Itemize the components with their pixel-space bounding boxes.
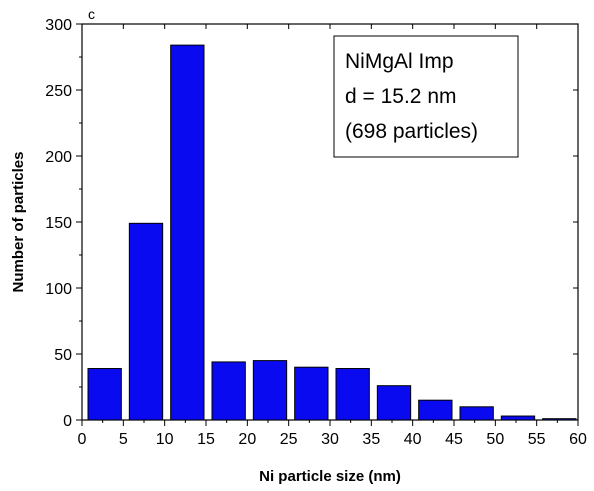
y-axis-ticks: 0 50 100 150 200 250 300 xyxy=(45,17,578,430)
y-tick-label: 250 xyxy=(45,83,72,100)
y-tick-label: 50 xyxy=(54,347,72,364)
annotation-count: (698 particles) xyxy=(345,120,478,143)
bar-40-45 xyxy=(418,399,453,421)
bar-5-10 xyxy=(128,222,164,421)
bar-10-15 xyxy=(170,44,205,421)
x-tick-label: 35 xyxy=(362,431,380,448)
x-tick-label: 55 xyxy=(528,431,546,448)
bar-30-35 xyxy=(335,368,370,421)
bar-0-5 xyxy=(87,368,122,421)
x-tick-label: 30 xyxy=(321,431,339,448)
bars xyxy=(87,44,577,421)
x-tick-label: 60 xyxy=(569,431,587,448)
annotation-frame xyxy=(333,35,519,158)
x-tick-label: 25 xyxy=(280,431,298,448)
y-tick-label: 100 xyxy=(45,281,72,298)
bar-45-50 xyxy=(459,406,494,421)
annotation-sample: NiMgAl Imp xyxy=(345,50,454,73)
x-tick-label: 5 xyxy=(119,431,128,448)
y-tick-label: 150 xyxy=(45,215,72,232)
x-tick-label: 15 xyxy=(197,431,215,448)
x-tick-label: 40 xyxy=(404,431,422,448)
x-tick-label: 20 xyxy=(238,431,256,448)
y-tick-label: 0 xyxy=(63,413,72,430)
x-tick-label: 45 xyxy=(445,431,463,448)
x-tick-label: 0 xyxy=(78,431,87,448)
bar-50-55 xyxy=(500,415,536,421)
panel-label: c xyxy=(88,6,95,22)
annotation-box: NiMgAl Imp d = 15.2 nm (698 particles) xyxy=(333,35,519,158)
bar-35-40 xyxy=(376,385,412,421)
x-axis-ticks: 0 5 10 15 20 25 30 35 40 45 50 55 60 xyxy=(78,24,587,448)
bar-55-60 xyxy=(542,418,577,421)
x-axis-label: Ni particle size (nm) xyxy=(259,468,401,485)
y-axis-label: Number of particles xyxy=(10,152,27,293)
bar-15-20 xyxy=(211,361,246,421)
y-tick-label: 300 xyxy=(45,17,72,34)
bar-25-30 xyxy=(294,366,329,421)
x-tick-label: 10 xyxy=(156,431,174,448)
y-tick-label: 200 xyxy=(45,149,72,166)
annotation-diameter: d = 15.2 nm xyxy=(345,85,457,108)
x-tick-label: 50 xyxy=(486,431,504,448)
bar-20-25 xyxy=(252,360,288,421)
